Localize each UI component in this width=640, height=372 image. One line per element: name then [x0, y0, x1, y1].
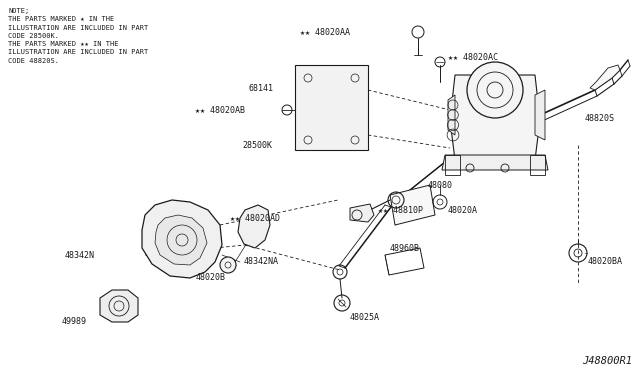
Text: J48800R1: J48800R1 — [582, 356, 632, 366]
Polygon shape — [535, 90, 545, 140]
Polygon shape — [295, 65, 368, 150]
Text: ★★ 48020AD: ★★ 48020AD — [230, 214, 280, 222]
Text: ★★ 48020AB: ★★ 48020AB — [195, 106, 245, 115]
Text: 48960B: 48960B — [390, 244, 420, 253]
Polygon shape — [450, 75, 540, 160]
Text: ★★ 48020AA: ★★ 48020AA — [300, 28, 350, 36]
Text: 68141: 68141 — [249, 83, 274, 93]
Text: 49989: 49989 — [62, 317, 87, 327]
Polygon shape — [390, 185, 435, 225]
Text: ★★ 48020AC: ★★ 48020AC — [448, 52, 498, 61]
Text: 48342NA: 48342NA — [244, 257, 279, 266]
Polygon shape — [350, 204, 374, 222]
Text: 48342N: 48342N — [65, 250, 95, 260]
Polygon shape — [100, 290, 138, 322]
Text: 48020B: 48020B — [196, 273, 226, 282]
Polygon shape — [142, 200, 222, 278]
Text: ★★ 48810P: ★★ 48810P — [378, 205, 423, 215]
Text: 48820S: 48820S — [585, 113, 615, 122]
Text: 28500K: 28500K — [242, 141, 272, 150]
Polygon shape — [155, 215, 207, 265]
Text: 48025A: 48025A — [350, 314, 380, 323]
Text: 48020A: 48020A — [448, 205, 478, 215]
Circle shape — [467, 62, 523, 118]
Text: 48020BA: 48020BA — [588, 257, 623, 266]
Circle shape — [220, 257, 236, 273]
Polygon shape — [448, 95, 455, 135]
Polygon shape — [238, 205, 270, 248]
Polygon shape — [442, 155, 548, 170]
Text: 48080: 48080 — [428, 180, 453, 189]
Polygon shape — [590, 65, 620, 90]
Text: NOTE;
THE PARTS MARKED ★ IN THE
ILLUSTRATION ARE INCLUDED IN PART
CODE 28500K.
T: NOTE; THE PARTS MARKED ★ IN THE ILLUSTRA… — [8, 8, 148, 64]
